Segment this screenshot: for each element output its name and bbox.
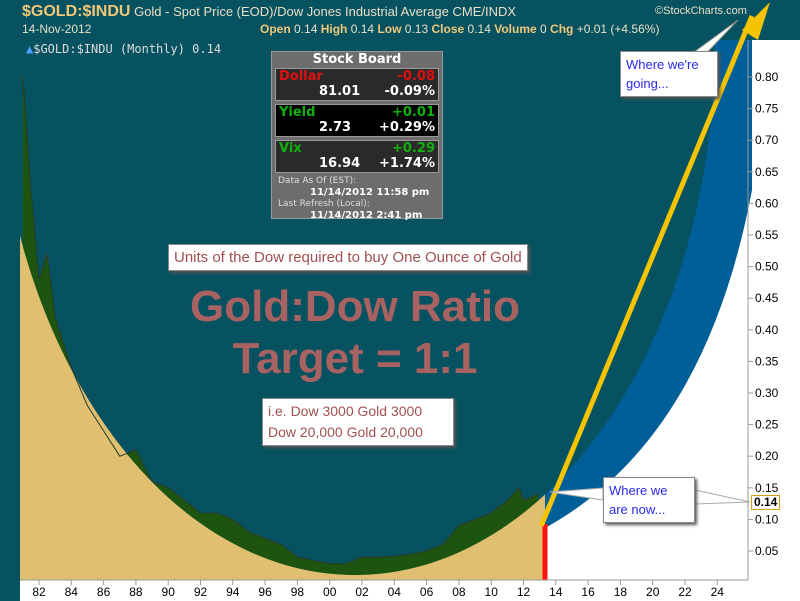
x-tick-label: 98 [291,585,305,599]
where-now-callout: Where we are now... [603,477,695,523]
x-tick-label: 12 [517,585,531,599]
x-tick-label: 20 [646,585,660,599]
date: 14-Nov-2012 [22,22,92,36]
stock-board: Stock Board Dollar -0.08 81.01 -0.09% Yield… [271,51,443,221]
y-tick-label: 0.35 [755,354,779,368]
stock-board-row-vix: Vix +0.29 16.94 +1.74% [275,140,439,173]
x-tick-label: 86 [97,585,111,599]
y-tick-label: 0.10 [755,512,779,526]
x-tick-label: 84 [65,585,79,599]
y-tick-label: 0.25 [755,418,779,432]
symbol: $GOLD:$INDU [22,3,131,20]
where-going-callout: Where we're going... [620,51,718,97]
x-tick-label: 10 [485,585,499,599]
x-tick-label: 16 [581,585,595,599]
y-tick-label: 0.15 [755,481,779,495]
x-tick-label: 88 [129,585,143,599]
y-tick-label: 0.70 [755,133,779,147]
x-tick-label: 96 [258,585,272,599]
legend-icon: ▲ [26,42,34,56]
y-tick-label: 0.65 [755,165,779,179]
x-tick-label: 90 [162,585,176,599]
y-tick-label: 0.50 [755,260,779,274]
y-tick-label: 0.30 [755,386,779,400]
stock-board-row-yield: Yield +0.01 2.73 +0.29% [275,104,439,137]
y-tick-label: 0.80 [755,70,779,84]
x-tick-label: 14 [549,585,563,599]
brand-logo[interactable]: ©StockCharts.com [655,5,747,17]
ellipse-region [0,0,715,575]
y-tick-label: 0.55 [755,228,779,242]
now-callout-pointer-right [694,489,751,505]
description: Gold - Spot Price (EOD)/Dow Jones Indust… [134,4,449,19]
units-annotation: Units of the Dow required to buy One Oun… [168,244,528,271]
target-arrow-line [538,15,755,527]
y-tick-label: 0.20 [755,449,779,463]
exchange: CME/INDX [452,4,517,19]
y-tick-label: 0.60 [755,196,779,210]
x-tick-label: 82 [32,585,46,599]
x-tick-label: 24 [711,585,725,599]
example-annotation: i.e. Dow 3000 Gold 3000 Dow 20,000 Gold 2… [262,398,454,446]
x-tick-label: 22 [678,585,692,599]
x-tick-label: 00 [323,585,337,599]
x-tick-label: 94 [226,585,240,599]
ohlc-bar: Open 0.14 High 0.14 Low 0.13 Close 0.14 … [260,22,660,36]
series-legend: ▲$GOLD:$INDU (Monthly) 0.14 [26,42,222,56]
y-tick-label: 0.45 [755,291,779,305]
y-tick-label: 0.40 [755,323,779,337]
stock-board-title: Stock Board [312,52,402,67]
x-tick-label: 06 [420,585,434,599]
stock-board-row-dollar: Dollar -0.08 81.01 -0.09% [275,68,439,101]
x-tick-label: 18 [614,585,628,599]
target-arrowhead-icon [742,2,770,40]
y-tick-label: 0.05 [755,544,779,558]
target-title: Target = 1:1 [232,334,478,383]
x-tick-label: 04 [388,585,402,599]
y-tick-label: 0.75 [755,102,779,116]
ratio-title: Gold:Dow Ratio [190,282,520,331]
x-tick-label: 08 [452,585,466,599]
x-tick-label: 92 [194,585,208,599]
x-tick-label: 02 [355,585,369,599]
last-value-marker: 0.14 [751,495,781,510]
price-line [22,76,539,565]
